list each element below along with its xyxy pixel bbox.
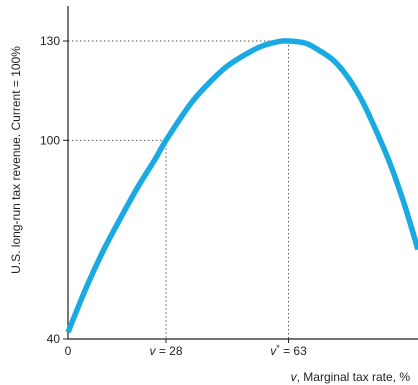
y-axis-title: U.S. long-run tax revenue. Current = 100… [9,46,23,274]
x-axis-title-text: , Marginal tax rate, % [297,370,411,384]
revenue-curve [65,38,418,334]
x-axis-title: v, Marginal tax rate, % [291,370,411,384]
x-tick-label: v* = 63 [270,343,307,358]
x-tick-label: 0 [65,344,72,358]
y-tick-label: 40 [47,332,61,346]
x-tick-label: v = 28 [149,344,182,358]
axes [67,6,418,340]
y-tick-label: 100 [40,133,60,147]
guide-lines [68,40,289,339]
x-axis-title-variable: v [291,370,298,384]
tick-marks [63,40,289,343]
y-tick-labels: 130 100 40 [40,34,60,346]
x-tick-labels: 0 v = 28 v* = 63 [65,343,307,358]
series-layer [65,38,418,334]
y-tick-label: 130 [40,34,60,48]
